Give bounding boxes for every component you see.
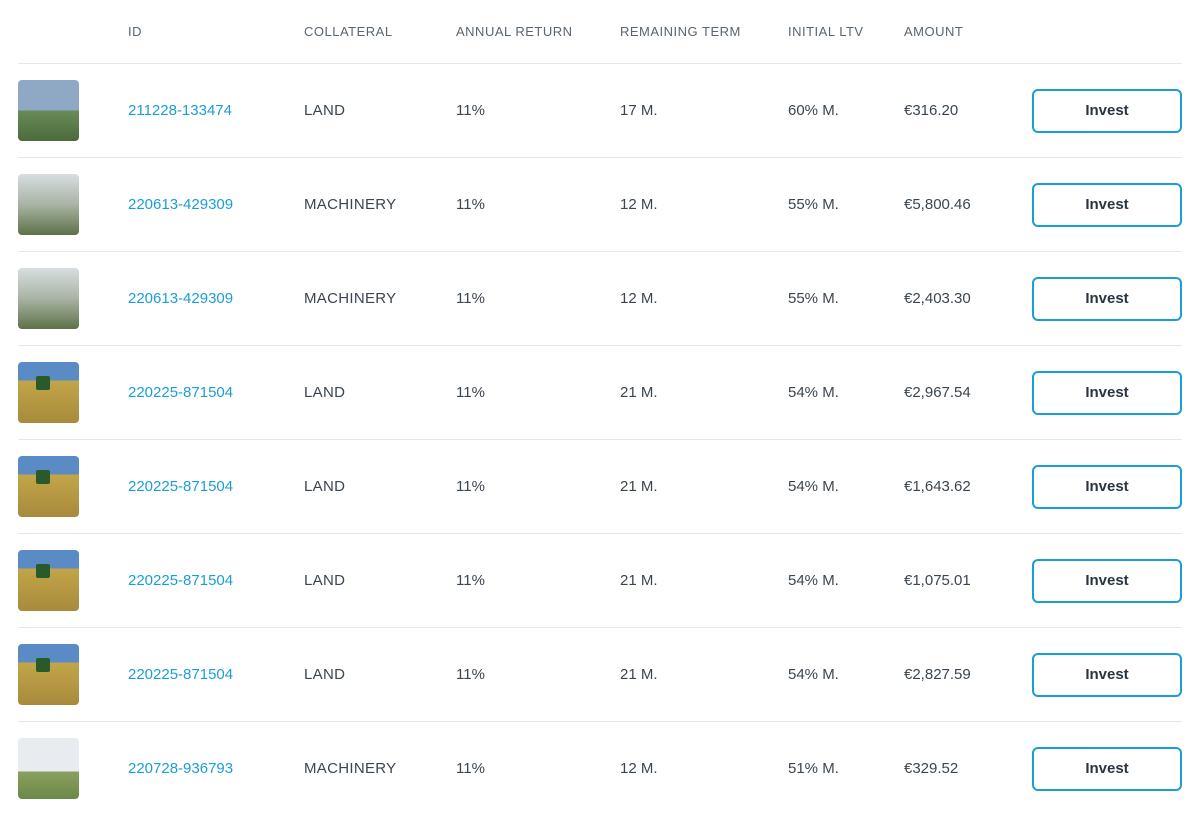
row-annual-return: 11% [456, 102, 620, 119]
row-remaining-term: 12 M. [620, 290, 788, 307]
invest-button[interactable]: Invest [1032, 465, 1182, 509]
row-amount: €1,643.62 [904, 478, 1032, 495]
thumbnail-image [18, 174, 79, 235]
row-remaining-term: 12 M. [620, 196, 788, 213]
row-thumbnail[interactable] [18, 738, 128, 799]
header-amount: AMOUNT [904, 24, 1032, 39]
row-annual-return: 11% [456, 290, 620, 307]
row-collateral: LAND [304, 384, 456, 401]
row-action-cell: Invest [1032, 183, 1182, 227]
row-amount: €1,075.01 [904, 572, 1032, 589]
row-initial-ltv: 55% M. [788, 290, 904, 307]
header-initial-ltv: INITIAL LTV [788, 24, 904, 39]
header-collateral: COLLATERAL [304, 24, 456, 39]
invest-button[interactable]: Invest [1032, 653, 1182, 697]
row-action-cell: Invest [1032, 371, 1182, 415]
row-initial-ltv: 54% M. [788, 384, 904, 401]
table-row: 220613-429309MACHINERY11%12 M.55% M.€2,4… [18, 251, 1182, 345]
row-annual-return: 11% [456, 384, 620, 401]
row-remaining-term: 12 M. [620, 760, 788, 777]
row-id-link[interactable]: 220613-429309 [128, 196, 304, 213]
row-id-link[interactable]: 220225-871504 [128, 666, 304, 683]
table-row: 211228-133474LAND11%17 M.60% M.€316.20In… [18, 63, 1182, 157]
header-remaining-term: REMAINING TERM [620, 24, 788, 39]
row-thumbnail[interactable] [18, 362, 128, 423]
table-header-row: ID COLLATERAL ANNUAL RETURN REMAINING TE… [18, 0, 1182, 63]
row-thumbnail[interactable] [18, 268, 128, 329]
row-initial-ltv: 60% M. [788, 102, 904, 119]
row-annual-return: 11% [456, 666, 620, 683]
row-collateral: MACHINERY [304, 760, 456, 777]
thumbnail-image [18, 268, 79, 329]
row-initial-ltv: 54% M. [788, 572, 904, 589]
thumbnail-image [18, 644, 79, 705]
invest-button[interactable]: Invest [1032, 183, 1182, 227]
row-remaining-term: 21 M. [620, 478, 788, 495]
row-thumbnail[interactable] [18, 80, 128, 141]
header-id: ID [128, 24, 304, 39]
row-annual-return: 11% [456, 196, 620, 213]
row-id-link[interactable]: 220613-429309 [128, 290, 304, 307]
invest-button[interactable]: Invest [1032, 277, 1182, 321]
row-id-link[interactable]: 220728-936793 [128, 760, 304, 777]
row-collateral: LAND [304, 478, 456, 495]
row-collateral: LAND [304, 102, 456, 119]
row-initial-ltv: 54% M. [788, 666, 904, 683]
invest-button[interactable]: Invest [1032, 89, 1182, 133]
table-row: 220225-871504LAND11%21 M.54% M.€2,967.54… [18, 345, 1182, 439]
thumbnail-image [18, 456, 79, 517]
row-annual-return: 11% [456, 572, 620, 589]
row-remaining-term: 21 M. [620, 666, 788, 683]
row-action-cell: Invest [1032, 747, 1182, 791]
invest-button[interactable]: Invest [1032, 747, 1182, 791]
row-collateral: LAND [304, 666, 456, 683]
row-amount: €2,403.30 [904, 290, 1032, 307]
row-remaining-term: 17 M. [620, 102, 788, 119]
row-initial-ltv: 55% M. [788, 196, 904, 213]
row-action-cell: Invest [1032, 465, 1182, 509]
row-id-link[interactable]: 220225-871504 [128, 478, 304, 495]
row-remaining-term: 21 M. [620, 572, 788, 589]
table-row: 220225-871504LAND11%21 M.54% M.€2,827.59… [18, 627, 1182, 721]
row-id-link[interactable]: 220225-871504 [128, 572, 304, 589]
row-initial-ltv: 51% M. [788, 760, 904, 777]
table-row: 220728-936793MACHINERY11%12 M.51% M.€329… [18, 721, 1182, 815]
header-annual-return: ANNUAL RETURN [456, 24, 620, 39]
row-thumbnail[interactable] [18, 456, 128, 517]
row-amount: €5,800.46 [904, 196, 1032, 213]
table-row: 220225-871504LAND11%21 M.54% M.€1,643.62… [18, 439, 1182, 533]
row-initial-ltv: 54% M. [788, 478, 904, 495]
row-action-cell: Invest [1032, 559, 1182, 603]
row-action-cell: Invest [1032, 89, 1182, 133]
row-collateral: MACHINERY [304, 196, 456, 213]
row-remaining-term: 21 M. [620, 384, 788, 401]
thumbnail-image [18, 80, 79, 141]
thumbnail-image [18, 550, 79, 611]
row-collateral: MACHINERY [304, 290, 456, 307]
table-row: 220613-429309MACHINERY11%12 M.55% M.€5,8… [18, 157, 1182, 251]
thumbnail-image [18, 738, 79, 799]
table-row: 220225-871504LAND11%21 M.54% M.€1,075.01… [18, 533, 1182, 627]
row-amount: €2,967.54 [904, 384, 1032, 401]
row-amount: €2,827.59 [904, 666, 1032, 683]
row-annual-return: 11% [456, 478, 620, 495]
row-thumbnail[interactable] [18, 644, 128, 705]
thumbnail-image [18, 362, 79, 423]
row-amount: €316.20 [904, 102, 1032, 119]
row-annual-return: 11% [456, 760, 620, 777]
row-thumbnail[interactable] [18, 174, 128, 235]
row-action-cell: Invest [1032, 277, 1182, 321]
row-action-cell: Invest [1032, 653, 1182, 697]
invest-button[interactable]: Invest [1032, 371, 1182, 415]
row-thumbnail[interactable] [18, 550, 128, 611]
investments-table: ID COLLATERAL ANNUAL RETURN REMAINING TE… [18, 0, 1182, 815]
row-id-link[interactable]: 220225-871504 [128, 384, 304, 401]
row-collateral: LAND [304, 572, 456, 589]
row-amount: €329.52 [904, 760, 1032, 777]
invest-button[interactable]: Invest [1032, 559, 1182, 603]
row-id-link[interactable]: 211228-133474 [128, 102, 304, 119]
